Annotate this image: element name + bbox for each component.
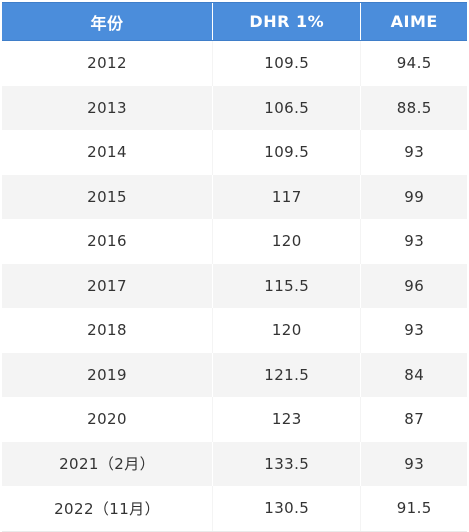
cell-year: 2019	[2, 352, 214, 397]
cell-dhr: 106.5	[213, 85, 362, 130]
cell-aime: 99	[404, 187, 425, 206]
cell-year: 2015	[2, 174, 214, 219]
table-row: 2015 117 99	[2, 174, 467, 219]
table-row: 2022（11月） 130.5 91.5	[2, 486, 467, 532]
cell-aime: 94.5	[396, 54, 432, 73]
cell-year: 2016	[2, 219, 214, 264]
cell-year: 2017	[2, 263, 214, 308]
cell-year: 2014	[2, 130, 214, 175]
table-row: 2017 115.5 96	[2, 263, 467, 308]
cell-aime: 93	[404, 454, 425, 473]
cell-aime: 93	[404, 321, 425, 340]
header-year: 年份	[2, 3, 214, 40]
table-row: 2018 120 93	[2, 308, 467, 353]
table-row: 2016 120 93	[2, 219, 467, 264]
cell-dhr: 133.5	[213, 441, 362, 486]
cell-aime: 96	[404, 276, 425, 295]
cell-dhr: 130.5	[213, 486, 362, 531]
cell-year: 2013	[2, 85, 214, 130]
cell-aime: 91.5	[396, 499, 432, 518]
cell-dhr: 120	[213, 219, 362, 264]
cell-dhr: 109.5	[213, 41, 362, 86]
table-row: 2019 121.5 84	[2, 352, 467, 397]
header-aime: AIME	[390, 12, 438, 31]
cell-year: 2022（11月）	[2, 486, 214, 531]
cell-dhr: 120	[213, 308, 362, 353]
table-row: 2012 109.5 94.5	[2, 41, 467, 86]
table-row: 2014 109.5 93	[2, 130, 467, 175]
cell-aime: 88.5	[396, 98, 432, 117]
cell-aime: 93	[404, 143, 425, 162]
header-dhr: DHR 1%	[213, 3, 362, 40]
cell-aime: 84	[404, 365, 425, 384]
cell-dhr: 117	[213, 174, 362, 219]
cell-dhr: 123	[213, 397, 362, 442]
cell-year: 2018	[2, 308, 214, 353]
table-row: 2020 123 87	[2, 397, 467, 442]
cell-dhr: 115.5	[213, 263, 362, 308]
cell-year: 2012	[2, 41, 214, 86]
cell-dhr: 121.5	[213, 352, 362, 397]
cell-year: 2020	[2, 397, 214, 442]
cell-dhr: 109.5	[213, 130, 362, 175]
table-header-row: 年份 DHR 1% AIME	[2, 2, 467, 41]
cell-year: 2021（2月）	[2, 441, 214, 486]
cell-aime: 87	[404, 410, 425, 429]
cell-aime: 93	[404, 232, 425, 251]
table-row: 2021（2月） 133.5 93	[2, 441, 467, 486]
table-row: 2013 106.5 88.5	[2, 85, 467, 130]
